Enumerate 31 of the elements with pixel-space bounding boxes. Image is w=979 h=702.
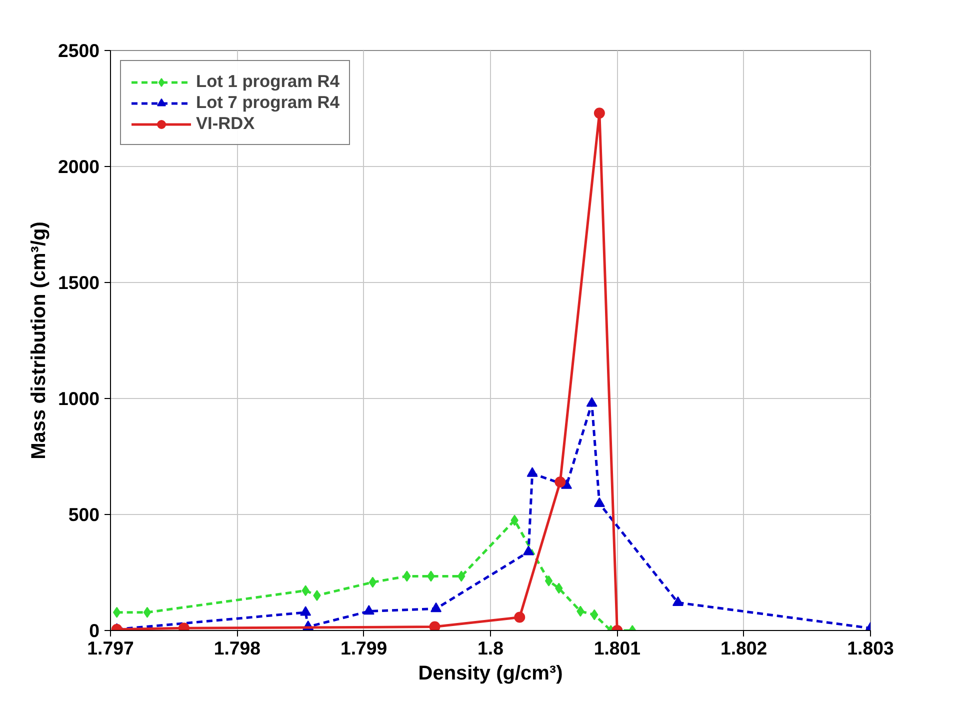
x-tick-label: 1.8 [478,638,504,658]
point [594,108,605,119]
point [544,575,553,586]
point [143,606,152,618]
legend-label: VI-RDX [196,113,255,134]
x-tick-label: 1.798 [214,638,261,658]
point [514,612,526,623]
point [523,546,534,556]
x-tick-label: 1.799 [340,638,388,658]
point [429,621,440,630]
y-tick-label: 2000 [58,156,100,177]
x-axis-title: Density (g/cm³) [418,662,563,684]
point [526,467,538,477]
x-tick-label: 1.801 [594,638,641,658]
point [300,606,312,616]
point [430,602,442,612]
point [554,476,566,488]
y-tick-label: 500 [68,504,100,525]
y-tick-label: 1500 [58,272,100,293]
x-tick-label: 1.803 [847,638,894,658]
point [672,596,684,606]
point [368,576,377,588]
y-tick-label: 2500 [58,40,100,61]
legend-label: Lot 1 program R4 [196,71,340,92]
point [363,604,374,615]
point [594,497,605,507]
y-axis-title: Mass distribution (cm³/g) [28,222,50,460]
x-tick-label: 1.802 [720,638,768,658]
point [586,397,598,407]
y-tick-label: 1000 [58,388,100,409]
legend-label: Lot 7 program R4 [196,92,340,113]
